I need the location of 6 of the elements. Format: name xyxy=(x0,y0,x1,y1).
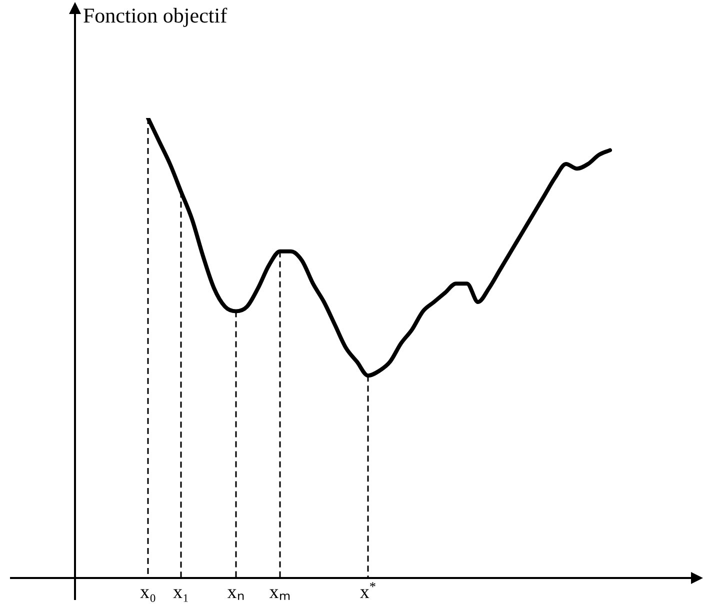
y-axis-title: Fonction objectif xyxy=(83,4,228,28)
x-tick-label: x₀ xyxy=(140,582,156,603)
x-tick-label: x* xyxy=(360,578,376,603)
x-tick-label: x₁ xyxy=(172,582,190,603)
x-tick-label: xₘ xyxy=(269,582,291,603)
x-tick-label: xₙ xyxy=(227,582,245,603)
